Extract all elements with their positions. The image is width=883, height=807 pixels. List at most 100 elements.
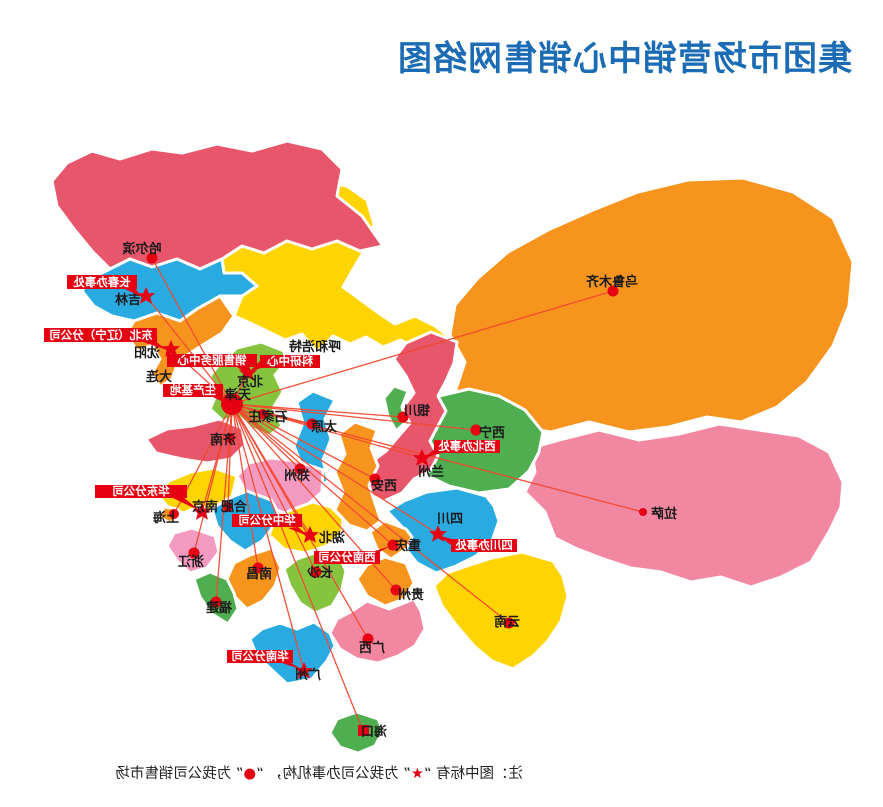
label-shanghai: 上海 (153, 510, 179, 526)
callout-xinan-label: 西南分公司 (318, 550, 376, 564)
callout-boxes: 长春办事处 东北（辽宁）分公司 销售服务中心 科研中心 生产基地 (44, 275, 517, 670)
markers (137, 252, 647, 736)
legend-note-part3: ” 为我公司销售市场 (115, 765, 243, 782)
label-guizhou: 贵州 (398, 587, 424, 603)
label-dalian: 大连 (145, 369, 172, 385)
callout-changchun-label: 长春办事处 (73, 275, 131, 289)
line-to-yunnan (231, 403, 510, 624)
dot-zhengzhou (294, 463, 306, 475)
line-to-yinchuan (231, 403, 404, 418)
line-to-nanchang (231, 403, 259, 569)
line-to-xining (231, 403, 477, 431)
dot-shanghai (169, 509, 179, 519)
label-lanzhou: 兰州 (418, 464, 444, 480)
province-liaoning (124, 294, 236, 389)
province-hainan (328, 710, 385, 755)
callout-huadong: 华东分公司 (95, 484, 200, 511)
callout-xiaoshou-fuwu-label: 销售服务中心 (177, 353, 246, 367)
line-to-changsha (231, 403, 317, 573)
callout-shengchan-label: 生产基地 (170, 383, 216, 397)
city-labels: 哈尔滨 吉林 沈阳 大连 呼和浩特 北京 天津 石家庄 太原 济南 郑州 西安 … (115, 241, 677, 740)
legend-dot-icon: ● (243, 766, 256, 782)
label-hubei: 湖北 (319, 531, 345, 546)
label-jilin: 吉林 (115, 292, 141, 308)
dot-nanchang (252, 562, 264, 574)
dot-haerbin (146, 252, 158, 264)
legend-note-part1: 注：图中标有 “ (424, 765, 523, 782)
dot-wulumuqi (607, 285, 619, 297)
dot-changsha (310, 566, 322, 578)
label-guangxi: 广西 (359, 640, 385, 656)
callout-huazhong-label: 华中分公司 (238, 513, 296, 527)
network-lines (145, 257, 644, 732)
province-hunan (282, 550, 348, 615)
dot-xian (369, 473, 381, 485)
label-jinan: 济南 (210, 432, 236, 448)
dot-taiyuan (306, 418, 318, 430)
line-to-zhengzhou (231, 403, 301, 470)
hub-dot-tianjin (221, 393, 243, 415)
label-nanchang: 南昌 (246, 566, 272, 582)
dot-yunnan (503, 617, 515, 629)
dot-jinan (225, 433, 235, 443)
label-chongqing: 重庆 (395, 538, 421, 554)
dot-hefei (223, 502, 233, 512)
label-wulumuqi: 乌鲁木齐 (585, 274, 638, 290)
callout-huanan-label: 华南分公司 (231, 649, 289, 663)
label-xian: 西安 (371, 478, 397, 494)
dot-chongqing (387, 539, 399, 551)
line-to-guangzhou (231, 403, 305, 672)
label-yunnan: 云南 (494, 614, 520, 630)
mirrored-map-group: 哈尔滨 吉林 沈阳 大连 呼和浩特 北京 天津 石家庄 太原 济南 郑州 西安 … (44, 39, 855, 782)
line-to-haikou (231, 403, 364, 732)
label-hefei: 合肥 (221, 499, 247, 515)
line-to-taiyuan (231, 403, 313, 425)
dot-haikou (358, 725, 369, 736)
label-haerbin: 哈尔滨 (122, 241, 161, 257)
label-changsha: 长沙 (307, 565, 333, 581)
legend-star-icon: ★ (411, 766, 424, 782)
callout-xibei-label: 西北办事处 (438, 439, 496, 453)
label-beijing: 北京 (237, 374, 263, 390)
dot-fujian (210, 596, 222, 608)
label-huhehaote: 呼和浩特 (289, 339, 341, 355)
label-lasa: 拉萨 (651, 506, 677, 522)
label-zhejiang: 浙江 (178, 554, 204, 570)
label-xining: 西宁 (479, 425, 505, 441)
dot-lasa (639, 508, 647, 516)
province-heilongjiang (50, 139, 385, 271)
callout-huadong-label: 华东分公司 (112, 484, 170, 498)
callout-keyan-label: 科研中心 (267, 354, 313, 368)
callout-dongbei: 东北（辽宁）分公司 (44, 328, 167, 350)
province-xizang (523, 422, 845, 589)
line-to-nanjing (201, 403, 233, 513)
label-nanjing: 南京 (192, 499, 218, 515)
callout-keyan: 科研中心 (249, 354, 320, 372)
line-to-xian (231, 403, 376, 480)
label-fujian: 福建 (206, 600, 233, 616)
callout-xinan: 西南分公司 (314, 546, 391, 564)
legend-note-part2: ” 为我公司办事机构， “ (256, 765, 411, 782)
province-yunnan (432, 550, 570, 671)
callout-sichuan-office: 四川办事处 (437, 535, 517, 552)
line-to-haerbin (151, 257, 233, 405)
line-to-wulumuqi (231, 290, 614, 405)
callout-xiaoshou-fuwu: 销售服务中心 (167, 353, 257, 374)
callout-shengchan: 生产基地 (163, 383, 229, 405)
callout-xibei: 西北办事处 (424, 439, 500, 458)
label-yinchuan: 银川 (404, 403, 430, 419)
callout-changchun: 长春办事处 (67, 275, 142, 297)
callout-huazhong: 华中分公司 (232, 513, 308, 536)
label-tianjin: 天津 (225, 387, 251, 403)
label-guangzhou: 广州 (295, 667, 321, 683)
line-to-wuhan (231, 403, 311, 536)
dot-xining (470, 424, 482, 436)
line-to-hefei (227, 403, 233, 508)
page-title: 集团市场营销中心销售网络图 (397, 39, 853, 79)
label-shijiazhuang: 石家庄 (248, 409, 288, 425)
label-taiyuan: 太原 (311, 419, 338, 435)
dot-zhejiang (188, 547, 200, 559)
dot-guangxi (362, 633, 374, 645)
label-zhengzhou: 郑州 (284, 468, 310, 484)
